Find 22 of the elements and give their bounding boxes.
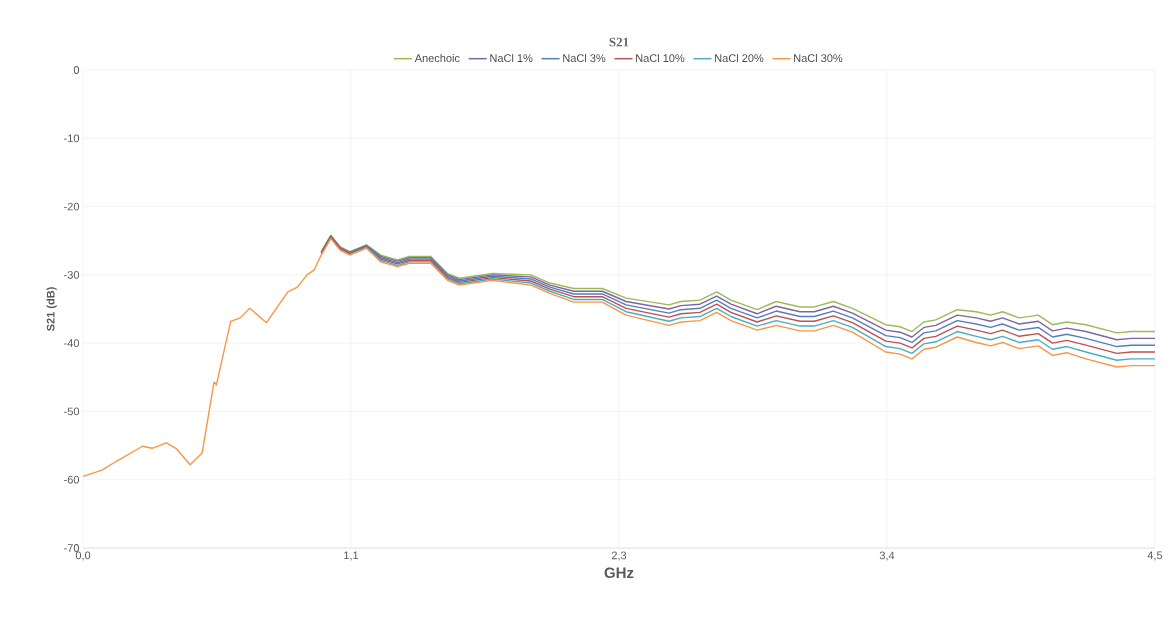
x-tick-label: 1,1 [344,551,359,561]
x-axis-title: GHz [604,567,634,579]
legend-label: NaCl 1% [490,53,533,63]
y-tick-label: 0 [73,66,80,74]
y-tick-label: -40 [64,339,80,348]
legend-label: Anechoic [414,53,460,63]
legend-label: NaCl 20% [715,53,764,63]
y-tick-label: -60 [64,475,80,484]
x-tick-label: 4,5 [1147,551,1163,561]
x-tick-label: 3,4 [879,551,895,561]
legend-label: NaCl 3% [563,53,606,63]
chart-title: S21 [609,37,629,47]
y-tick-label: -20 [64,202,80,211]
x-tick-label: 2,3 [611,551,627,561]
y-tick-label: -70 [64,544,80,552]
legend-label: NaCl 10% [636,53,685,63]
x-tick-label: 0,0 [75,551,91,561]
legend-label: NaCl 30% [794,53,843,63]
y-tick-label: -30 [64,270,80,279]
y-axis-title: S21 (dB) [46,287,57,331]
y-tick-label: -50 [64,407,80,416]
y-tick-label: -10 [64,134,80,143]
